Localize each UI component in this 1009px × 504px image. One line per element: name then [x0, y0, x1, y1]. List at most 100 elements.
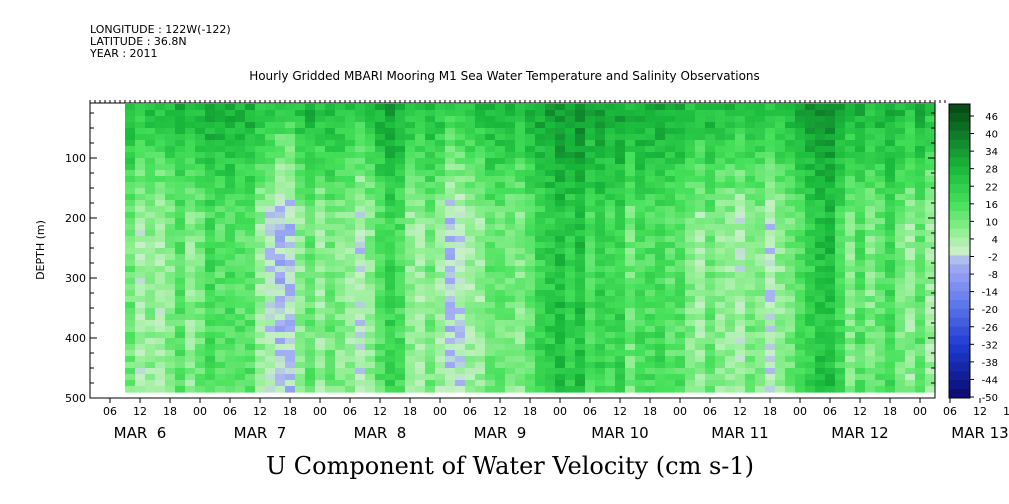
- heatmap-cell: [605, 206, 616, 213]
- heatmap-cell: [645, 368, 656, 375]
- heatmap-cell: [585, 188, 596, 195]
- heatmap-cell: [565, 362, 576, 369]
- heatmap-cell: [765, 308, 776, 315]
- heatmap-cell: [835, 158, 846, 165]
- colorbar-swatch: [949, 210, 970, 221]
- heatmap-cell: [335, 248, 346, 255]
- heatmap-cell: [445, 386, 456, 393]
- heatmap-cell: [585, 128, 596, 135]
- heatmap-cell: [795, 338, 806, 345]
- heatmap-cell: [365, 374, 376, 381]
- heatmap-cell: [505, 182, 516, 189]
- heatmap-cell: [235, 302, 246, 309]
- heatmap-cell: [555, 224, 566, 231]
- heatmap-cell: [345, 374, 356, 381]
- heatmap-cell: [715, 188, 726, 195]
- heatmap-cell: [665, 374, 676, 381]
- heatmap-cell: [235, 272, 246, 279]
- heatmap-cell: [605, 194, 616, 201]
- heatmap-cell: [365, 200, 376, 207]
- heatmap-cell: [265, 128, 276, 135]
- heatmap-cell: [715, 350, 726, 357]
- heatmap-cell: [715, 314, 726, 321]
- heatmap-cell: [635, 116, 646, 123]
- heatmap-cell: [295, 140, 306, 147]
- heatmap-cell: [385, 338, 396, 345]
- heatmap-cell: [765, 152, 776, 159]
- heatmap-cell: [765, 176, 776, 183]
- heatmap-cell: [465, 158, 476, 165]
- heatmap-cell: [775, 212, 786, 219]
- heatmap-cell: [705, 140, 716, 147]
- heatmap-cell: [465, 176, 476, 183]
- heatmap-cell: [585, 386, 596, 393]
- heatmap-cell: [845, 134, 856, 141]
- heatmap-cell: [725, 386, 736, 393]
- heatmap-cell: [175, 212, 186, 219]
- heatmap-cell: [485, 128, 496, 135]
- heatmap-cell: [375, 110, 386, 117]
- heatmap-cell: [765, 104, 776, 111]
- heatmap-cell: [545, 380, 556, 387]
- heatmap-cell: [265, 236, 276, 243]
- heatmap-cell: [155, 200, 166, 207]
- heatmap-cell: [275, 266, 286, 273]
- heatmap-cell: [335, 218, 346, 225]
- heatmap-cell: [805, 176, 816, 183]
- heatmap-cell: [595, 260, 606, 267]
- heatmap-cell: [675, 386, 686, 393]
- heatmap-cell: [525, 380, 536, 387]
- heatmap-cell: [775, 248, 786, 255]
- colorbar-swatch: [949, 104, 970, 114]
- heatmap-cell: [135, 152, 146, 159]
- heatmap-cell: [705, 254, 716, 261]
- heatmap-cell: [525, 338, 536, 345]
- heatmap-cell: [915, 116, 926, 123]
- heatmap-cell: [175, 296, 186, 303]
- heatmap-cell: [445, 110, 456, 117]
- heatmap-cell: [415, 242, 426, 249]
- heatmap-cell: [815, 128, 826, 135]
- heatmap-cell: [335, 308, 346, 315]
- heatmap-cell: [845, 224, 856, 231]
- heatmap-cell: [705, 374, 716, 381]
- heatmap-cell: [195, 278, 206, 285]
- heatmap-cell: [385, 176, 396, 183]
- heatmap-cell: [375, 236, 386, 243]
- heatmap-cell: [905, 242, 916, 249]
- heatmap-cell: [655, 284, 666, 291]
- heatmap-cell: [625, 356, 636, 363]
- x-tick-label: 12: [253, 405, 267, 418]
- heatmap-cell: [345, 254, 356, 261]
- heatmap-cell: [825, 272, 836, 279]
- heatmap-cell: [735, 116, 746, 123]
- heatmap-cell: [775, 194, 786, 201]
- heatmap-cell: [435, 296, 446, 303]
- heatmap-cell: [665, 110, 676, 117]
- heatmap-cell: [625, 224, 636, 231]
- heatmap-cell: [715, 200, 726, 207]
- heatmap-cell: [585, 218, 596, 225]
- heatmap-cell: [295, 290, 306, 297]
- heatmap-cell: [365, 362, 376, 369]
- heatmap-cell: [855, 308, 866, 315]
- heatmap-cell: [715, 260, 726, 267]
- heatmap-cell: [575, 290, 586, 297]
- heatmap-cell: [445, 344, 456, 351]
- heatmap-cell: [245, 296, 256, 303]
- heatmap-cell: [435, 206, 446, 213]
- heatmap-cell: [285, 278, 296, 285]
- heatmap-cell: [855, 386, 866, 393]
- heatmap-cell: [475, 188, 486, 195]
- heatmap-cell: [495, 326, 506, 333]
- heatmap-cell: [285, 314, 296, 321]
- heatmap-cell: [225, 206, 236, 213]
- heatmap-cell: [195, 128, 206, 135]
- heatmap-cell: [785, 344, 796, 351]
- heatmap-cell: [725, 134, 736, 141]
- heatmap-cell: [865, 128, 876, 135]
- heatmap-cell: [755, 206, 766, 213]
- heatmap-cell: [285, 224, 296, 231]
- heatmap-cell: [295, 254, 306, 261]
- heatmap-cell: [315, 212, 326, 219]
